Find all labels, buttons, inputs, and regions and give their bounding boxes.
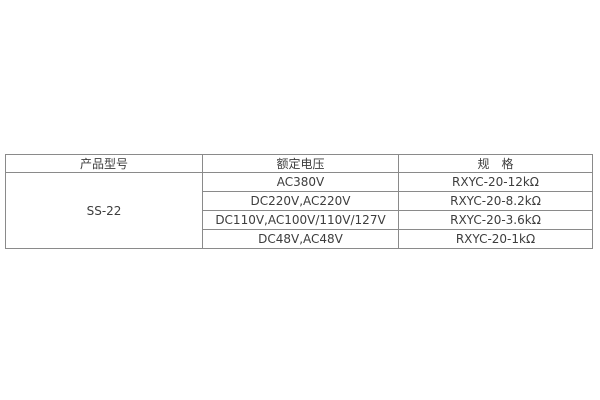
table-row: SS-22 AC380V RXYC-20-12kΩ [5, 172, 593, 249]
voltage-cell: DC48V,AC48V [202, 229, 399, 249]
voltage-cell: AC380V [202, 172, 399, 192]
spec-cell: RXYC-20-3.6kΩ [398, 210, 593, 230]
spec-table-header: 产品型号 额定电压 规 格 [5, 154, 593, 173]
table-row: DC48V,AC48V RXYC-20-1kΩ [6, 229, 593, 249]
product-model-cell: SS-22 [5, 172, 203, 249]
header-rated-voltage: 额定电压 [202, 154, 399, 173]
spec-table-body: SS-22 AC380V RXYC-20-12kΩ DC220V,AC220V … [5, 172, 593, 249]
header-specification: 规 格 [398, 154, 593, 173]
spec-cell: RXYC-20-1kΩ [398, 229, 593, 249]
voltage-cell: DC110V,AC100V/110V/127V [202, 210, 399, 230]
voltage-cell: DC220V,AC220V [202, 191, 399, 211]
spec-cell: RXYC-20-8.2kΩ [398, 191, 593, 211]
product-spec-table: 产品型号 额定电压 规 格 SS-22 AC380V RXYC-20-12kΩ … [5, 154, 593, 249]
spec-cell: RXYC-20-12kΩ [398, 172, 593, 192]
header-product-model: 产品型号 [5, 154, 203, 173]
header-row: 产品型号 额定电压 规 格 [5, 154, 593, 173]
